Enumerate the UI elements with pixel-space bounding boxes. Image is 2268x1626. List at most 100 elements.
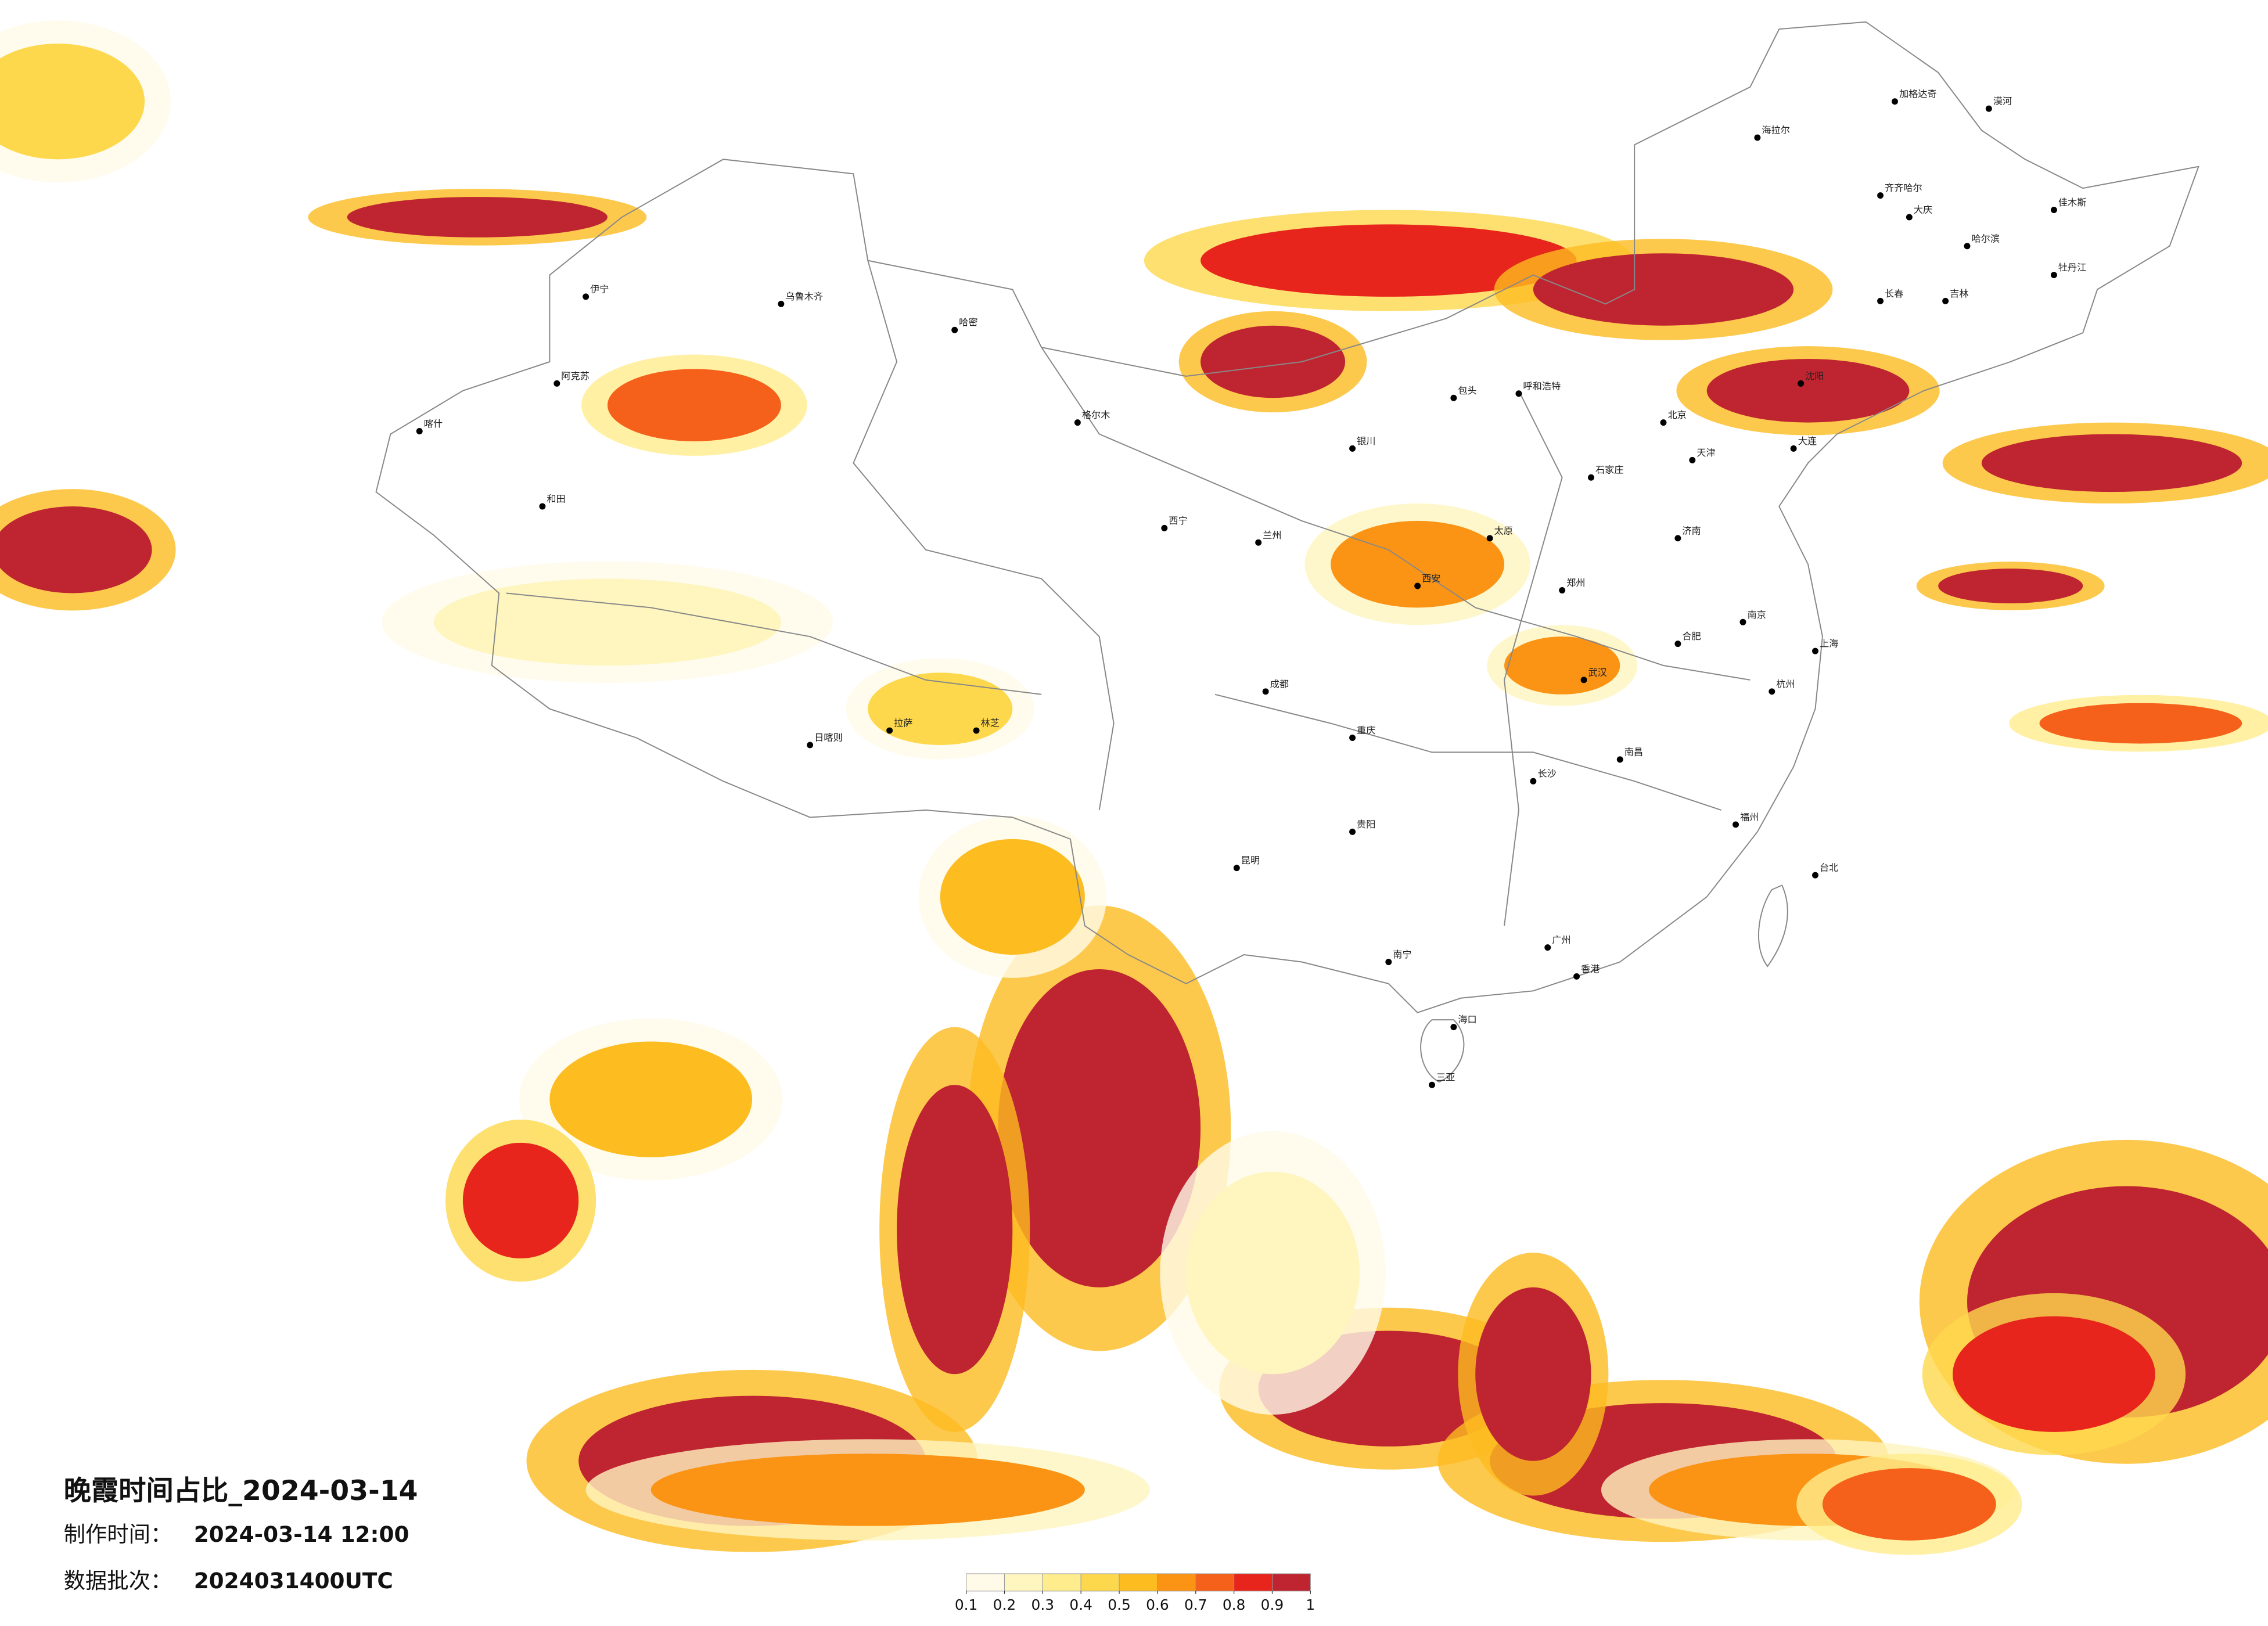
city-dot [1429, 1081, 1436, 1088]
city-label: 郑州 [1566, 577, 1585, 588]
info-label: 数据批次： [64, 1568, 172, 1593]
city-dot [1530, 778, 1537, 785]
city-label: 喀什 [424, 418, 443, 429]
heat-patch [1706, 359, 1910, 423]
city-label: 漠河 [1993, 96, 2012, 107]
city-dot [416, 428, 423, 435]
heat-patch [2039, 703, 2242, 744]
city-label: 昆明 [1241, 855, 1260, 866]
city-label: 海拉尔 [1762, 124, 1790, 135]
china-border [375, 21, 2199, 1013]
colorbar-box [1119, 1573, 1158, 1592]
info-value: 2024031400UTC [194, 1568, 393, 1593]
city-label: 林芝 [981, 718, 1000, 729]
city-dot [1674, 535, 1681, 542]
city-label: 济南 [1682, 525, 1701, 536]
city-dot [583, 293, 590, 300]
city-dot [1262, 688, 1269, 695]
city-label: 西安 [1422, 573, 1440, 584]
city-dot [1450, 1024, 1457, 1031]
city-dot [1233, 865, 1240, 872]
city-dot [1616, 756, 1623, 763]
heat-patch [940, 839, 1085, 955]
city-label: 福州 [1740, 811, 1759, 822]
city-label: 石家庄 [1595, 465, 1624, 476]
colorbar-box [1042, 1573, 1081, 1592]
city-label: 重庆 [1357, 725, 1375, 736]
city-dot [1769, 688, 1775, 695]
city-label: 吉林 [1950, 288, 1968, 299]
colorbar-box [1195, 1573, 1235, 1592]
heat-patch [0, 44, 145, 160]
hainan-border [1420, 1019, 1465, 1083]
city-label: 兰州 [1263, 530, 1281, 541]
city-label: 哈密 [959, 317, 977, 328]
city-label: 天津 [1696, 447, 1715, 458]
city-dot [1674, 641, 1681, 647]
city-label: 西宁 [1169, 515, 1187, 526]
city-dot [1733, 821, 1739, 828]
city-dot [1414, 582, 1421, 589]
colorbar-box [966, 1573, 1005, 1592]
city-dot [1739, 618, 1746, 625]
heat-patch [0, 506, 152, 593]
city-label: 合肥 [1682, 631, 1701, 642]
city-dot [973, 727, 980, 734]
colorbar-box [1157, 1573, 1196, 1592]
province-border [1041, 347, 1751, 681]
city-dot [1754, 134, 1761, 141]
city-label: 加格达奇 [1899, 88, 1937, 99]
heat-patch [1201, 325, 1346, 398]
city-label: 拉萨 [894, 718, 912, 729]
city-dot [886, 727, 893, 734]
colorbar-tick-label: 0.9 [1261, 1596, 1284, 1613]
city-dot [1486, 535, 1493, 542]
city-label: 沈阳 [1805, 370, 1824, 382]
province-border [853, 260, 1115, 811]
colorbar-tick-label: 0.3 [1031, 1596, 1055, 1613]
city-dot [1074, 419, 1081, 426]
city-dot [1544, 944, 1551, 951]
city-label: 南昌 [1624, 746, 1643, 757]
heat-patch [434, 578, 781, 665]
heat-patch [1953, 1316, 2155, 1432]
city-label: 佳木斯 [2058, 197, 2087, 208]
colorbar-tick-label: 0.5 [1108, 1596, 1131, 1613]
city-label: 海口 [1458, 1014, 1476, 1025]
colorbar-tick-label: 0.6 [1146, 1596, 1169, 1613]
heat-patch [347, 197, 608, 238]
city-dot [1964, 243, 1971, 250]
city-label: 广州 [1552, 934, 1570, 945]
city-dot [1580, 677, 1587, 684]
colorbar-tick-label: 0.1 [955, 1596, 978, 1613]
colorbar: 0.1 0.2 0.3 0.4 0.5 0.6 0.7 0.8 0.9 1 [955, 1573, 1315, 1613]
city-label: 上海 [1820, 638, 1838, 649]
heat-patch [1981, 434, 2242, 492]
city-dot [553, 380, 560, 387]
colorbar-tick-label: 0.7 [1184, 1596, 1207, 1613]
city-dot [1587, 474, 1594, 481]
city-label: 阿克苏 [561, 370, 590, 382]
city-dot [1385, 959, 1392, 965]
city-dot [1255, 539, 1262, 546]
city-dot [1891, 98, 1898, 105]
taiwan-border [1758, 884, 1788, 967]
city-dot [1812, 647, 1818, 654]
city-label: 南宁 [1393, 949, 1411, 960]
city-label: 太原 [1494, 525, 1513, 536]
city-label: 哈尔滨 [1971, 233, 2000, 244]
colorbar-tick-label: 0.2 [993, 1596, 1016, 1613]
city-dot [1573, 973, 1580, 980]
heat-patch [1331, 520, 1505, 608]
heat-patch [1201, 224, 1577, 297]
city-dot [1660, 419, 1667, 426]
city-dot [1161, 524, 1168, 531]
city-label: 长春 [1885, 288, 1903, 299]
city-dot [1812, 872, 1818, 879]
city-dot [1349, 828, 1356, 835]
heat-patch [1475, 1287, 1591, 1461]
city-label: 南京 [1747, 609, 1766, 620]
city-label: 成都 [1270, 678, 1289, 689]
